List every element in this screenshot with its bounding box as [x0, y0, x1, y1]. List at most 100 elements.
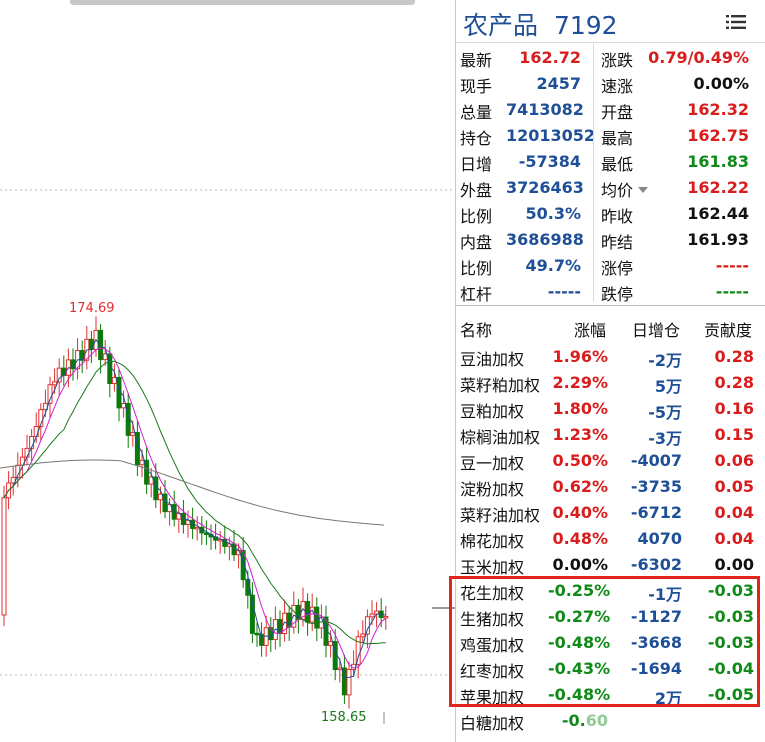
row-pct: -0.48% [548, 633, 611, 652]
row-name: 豆粕加权 [460, 402, 525, 421]
quote-value: 3686988 [506, 230, 584, 249]
table-row[interactable]: 生猪加权 -0.27% -1127 -0.03 [456, 603, 765, 629]
quote-value: 7413082 [506, 100, 584, 119]
candle-body [176, 512, 182, 520]
candle-body [56, 367, 62, 383]
instrument-title: 农产品 7192 [463, 6, 618, 42]
quote-label: 跌停 [601, 285, 634, 304]
quote-label: 最高 [601, 129, 634, 148]
row-increase: -3668 [630, 633, 682, 652]
quote-value: 162.32 [687, 100, 749, 119]
chart-scrollbar[interactable] [70, 0, 415, 5]
quote-label: 昨结 [601, 233, 634, 252]
row-name: 豆油加权 [460, 350, 525, 369]
candle-body [383, 615, 389, 619]
quote-value: 162.44 [687, 204, 749, 223]
ma-line-short [3, 347, 387, 669]
table-row[interactable]: 红枣加权 -0.43% -1694 -0.04 [456, 655, 765, 681]
row-name: 棉花加权 [460, 532, 525, 551]
quote-label: 速涨 [601, 77, 634, 96]
quote-label: 昨收 [601, 207, 634, 226]
quote-label: 比例 [460, 207, 493, 226]
row-pct: 0.00% [552, 555, 608, 574]
col-header-pct[interactable]: 涨幅 [574, 321, 607, 340]
table-row[interactable]: 菜籽油加权 0.40% -6712 0.04 [456, 499, 765, 525]
table-row[interactable]: 豆粕加权 1.80% -5万 0.16 [456, 395, 765, 422]
row-contribution: 0.28 [714, 347, 754, 366]
row-increase: -2万 [648, 351, 682, 370]
candle-body [240, 550, 246, 581]
row-pct: 0.48% [552, 529, 608, 548]
row-name: 菜籽粕加权 [460, 376, 541, 395]
col-header-name[interactable]: 名称 [460, 321, 493, 340]
candle-body [47, 384, 53, 404]
row-contribution: -0.04 [707, 659, 754, 678]
quote-side-panel: 农产品 7192 最新 162.72 涨跌 0.79/0.49% 现手 2457 速涨 0.0… [455, 0, 765, 742]
candle-body [231, 543, 237, 556]
quote-value: -57384 [518, 152, 581, 171]
row-increase: 5万 [654, 377, 682, 396]
row-name: 菜籽油加权 [460, 506, 541, 525]
quote-value: 3726463 [506, 178, 584, 197]
table-row[interactable]: 鸡蛋加权 -0.48% -3668 -0.03 [456, 629, 765, 655]
row-contribution: 0.28 [714, 373, 754, 392]
ma-line-long [0, 459, 385, 526]
quote-label: 涨停 [601, 259, 634, 278]
candle-body [38, 409, 44, 428]
row-contribution: 0.04 [714, 529, 754, 548]
table-row[interactable]: 淀粉加权 0.62% -3735 0.05 [456, 473, 765, 499]
quote-label: 涨跌 [601, 51, 634, 70]
candle-body [130, 432, 136, 436]
candle-body [323, 616, 329, 646]
row-pct: 0.40% [552, 503, 608, 522]
candle-body [203, 532, 209, 535]
quote-value: 162.75 [687, 126, 749, 145]
quote-value: 50.3% [525, 204, 581, 223]
quote-value: ----- [715, 256, 749, 275]
row-name: 白糖加权 [460, 714, 525, 733]
row-increase: -3735 [630, 477, 682, 496]
instrument-code: 7192 [553, 11, 618, 40]
candle-body [33, 426, 39, 438]
candle-body [364, 616, 370, 635]
table-row[interactable]: 豆一加权 0.50% -4007 0.06 [456, 447, 765, 473]
row-pct: 2.29% [552, 373, 608, 392]
candle-body [185, 519, 191, 526]
candle-body [249, 594, 255, 634]
table-row[interactable]: 玉米加权 0.00% -6302 0.00 [456, 551, 765, 577]
table-row[interactable]: 菜籽粕加权 2.29% 5万 0.28 [456, 369, 765, 396]
table-row[interactable]: 苹果加权 -0.48% 2万 -0.05 [456, 681, 765, 708]
row-pct: 0.62% [552, 477, 608, 496]
quote-row: 总量 7413082 开盘 162.32 [456, 96, 765, 122]
quote-row: 持仓 12013052 最高 162.75 [456, 122, 765, 148]
row-contribution: 0.05 [714, 477, 754, 496]
candle-body [337, 667, 343, 671]
table-row[interactable]: 棉花加权 0.48% 4070 0.04 [456, 525, 765, 551]
row-pct: 1.80% [552, 399, 608, 418]
quote-value: 2457 [536, 74, 581, 93]
row-name: 玉米加权 [460, 558, 525, 577]
row-pct: -0.48% [548, 685, 611, 704]
row-contribution: 0.16 [714, 399, 754, 418]
table-row[interactable]: 豆油加权 1.96% -2万 0.28 [456, 343, 765, 370]
row-pct: -0.25% [548, 581, 611, 600]
quote-row: 比例 49.7% 涨停 ----- [456, 252, 765, 278]
quote-grid-divider [593, 44, 594, 302]
table-row[interactable]: 花生加权 -0.25% -1万 -0.03 [456, 577, 765, 604]
quote-value: 161.93 [687, 230, 749, 249]
kline-chart-panel[interactable]: 174.69 158.65 [0, 0, 455, 742]
col-header-increase[interactable]: 日增仓 [632, 321, 681, 340]
dropdown-arrow-icon[interactable] [638, 187, 648, 193]
list-menu-icon[interactable] [726, 14, 746, 30]
candle-body [328, 641, 334, 646]
table-row[interactable]: 棕榈油加权 1.23% -3万 0.15 [456, 421, 765, 448]
row-name: 淀粉加权 [460, 480, 525, 499]
quote-value: 162.72 [519, 48, 581, 67]
col-header-contribution[interactable]: 贡献度 [704, 321, 753, 340]
candle-body [346, 668, 352, 696]
row-increase: -1694 [630, 659, 682, 678]
row-name: 豆一加权 [460, 454, 525, 473]
candle-body [88, 338, 94, 350]
row-pct: 0.50% [552, 451, 608, 470]
quote-label: 开盘 [601, 103, 634, 122]
